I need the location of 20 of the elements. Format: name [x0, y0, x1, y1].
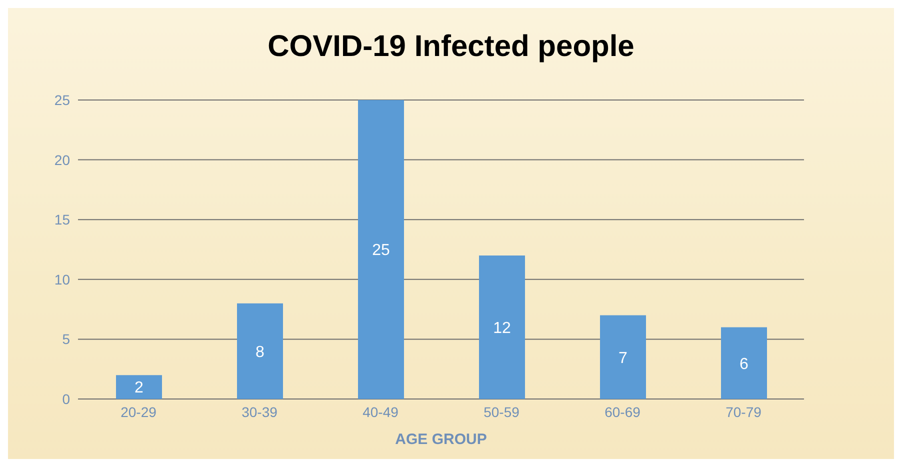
y-tick-label: 25: [54, 92, 70, 108]
data-label: 8: [256, 344, 265, 361]
x-tick-label: 70-79: [726, 404, 762, 420]
data-label: 25: [372, 242, 390, 260]
data-label: 12: [493, 320, 511, 337]
x-tick-label: 30-39: [242, 404, 278, 420]
chart-title: COVID-19 Infected people: [266, 29, 636, 65]
y-tick-label: 0: [62, 390, 70, 407]
data-label: 2: [134, 380, 144, 397]
data-label: 6: [740, 356, 749, 373]
x-tick-label: 60-69: [604, 404, 641, 420]
x-tick-label: 50-59: [484, 404, 520, 420]
y-tick-label: 15: [54, 212, 70, 228]
x-axis-title: AGE GROUP: [395, 431, 487, 448]
y-tick-label: 5: [62, 331, 70, 348]
y-tick-label: 10: [54, 271, 70, 288]
y-tick-label: 20: [54, 152, 70, 168]
data-label: 7: [618, 350, 628, 367]
x-tick-label: 40-49: [362, 404, 399, 420]
x-tick-label: 20-29: [120, 404, 157, 420]
